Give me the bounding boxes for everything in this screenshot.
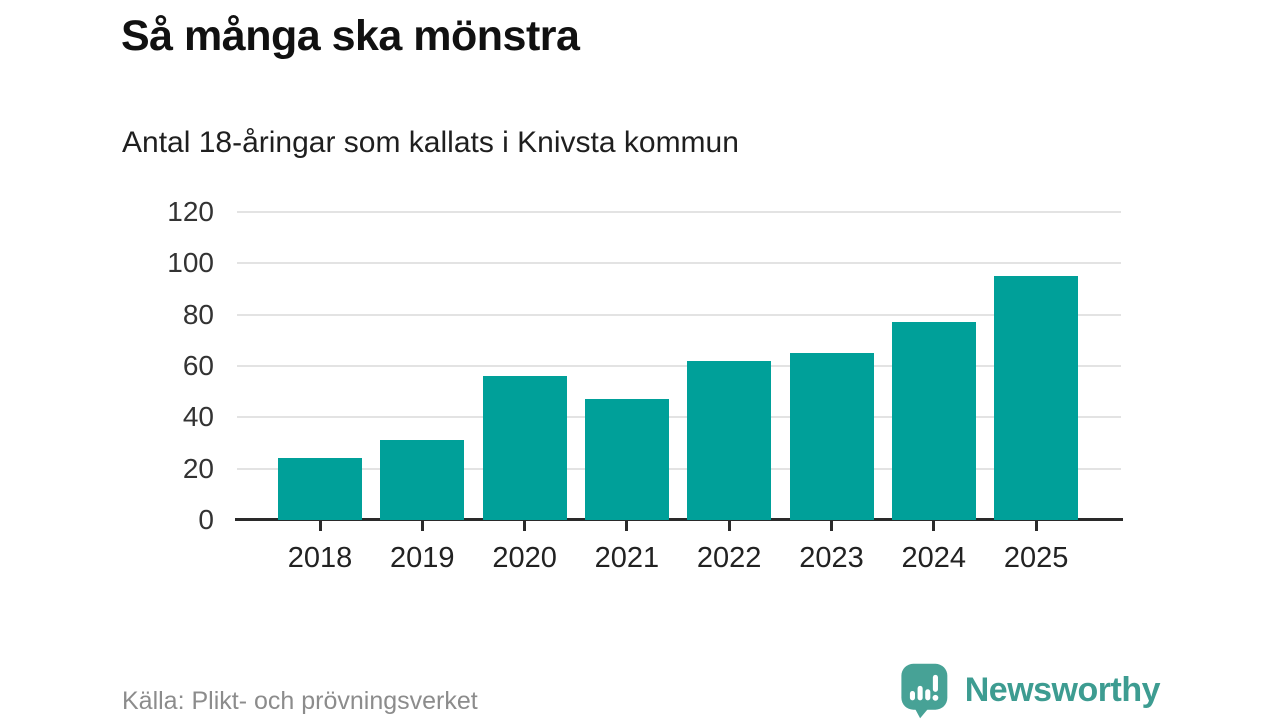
y-axis-label: 60 [182, 350, 214, 381]
y-axis-label: 100 [167, 247, 214, 279]
x-axis-label: 2018 [287, 542, 353, 574]
x-axis-tick [318, 521, 322, 531]
x-axis-label: 2019 [390, 542, 455, 574]
x-axis-tick [727, 521, 731, 531]
x-axis-tick [523, 521, 527, 531]
x-axis-label: 2025 [1003, 542, 1069, 574]
chart-title: Så många ska mönstra [121, 12, 580, 60]
newsworthy-logo: Newsworthy [898, 661, 1161, 720]
bar-2025 [994, 276, 1079, 520]
bar-2023 [789, 353, 874, 520]
x-axis-line [235, 518, 1123, 521]
y-axis-label: 80 [182, 298, 214, 330]
x-axis-tick [625, 521, 629, 531]
gridline-y-120 [237, 211, 1121, 213]
bar-2018 [278, 458, 362, 520]
bar-2022 [687, 360, 772, 520]
x-axis-tick [420, 521, 424, 531]
y-axis-label: 0 [198, 504, 214, 535]
bar-2020 [482, 376, 567, 520]
bar-2024 [891, 322, 976, 520]
gridline-y-80 [237, 313, 1121, 316]
chart-subtitle: Antal 18-åringar som kallats i Knivsta k… [122, 126, 739, 159]
y-axis-label: 20 [182, 452, 214, 484]
x-axis-label: 2022 [696, 542, 762, 574]
x-axis-label: 2023 [799, 542, 864, 574]
bar-2019 [380, 440, 465, 520]
exclamation-stem [932, 674, 938, 692]
bar-2021 [584, 399, 669, 520]
x-axis-label: 2020 [492, 542, 557, 574]
y-axis-label: 120 [167, 196, 214, 227]
gridline-y-100 [237, 262, 1121, 265]
speech-bubble-tail [914, 706, 930, 718]
speech-bubble-shape [901, 663, 948, 710]
newsworthy-logo-text: Newsworthy [964, 671, 1161, 709]
y-axis-label: 40 [182, 401, 214, 433]
x-axis-tick [1034, 521, 1038, 531]
gridline-y-60 [237, 365, 1121, 367]
gridline-y-20 [237, 467, 1121, 470]
x-axis-tick [830, 521, 833, 531]
exclamation-dot [932, 694, 939, 701]
x-axis-tick [932, 521, 936, 531]
mini-bar-chart-icon [909, 674, 939, 701]
x-axis-label: 2024 [901, 542, 967, 574]
source-note: Källa: Plikt- och prövningsverket [122, 687, 478, 715]
newsworthy-logo-icon [901, 663, 948, 718]
x-axis-label: 2021 [594, 542, 660, 574]
gridline-y-40 [237, 416, 1121, 419]
